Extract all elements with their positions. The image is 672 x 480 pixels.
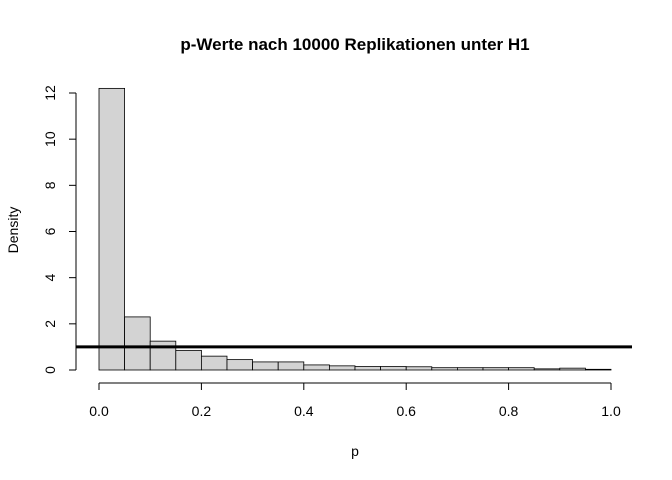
histogram-bar [585,368,612,371]
x-tick-label: 0.8 [499,403,519,419]
y-tick-label: 0 [42,366,58,374]
y-axis: 0 2 4 6 8 10 12 [42,85,77,374]
histogram-bar [124,316,151,371]
chart-title: p-Werte nach 10000 Replikationen unter H… [180,35,529,54]
x-tick-label: 0.2 [192,403,212,419]
histogram-bar [380,366,407,371]
histogram-bar [277,361,305,371]
histogram-bar [405,366,433,371]
x-tick-label: 0.6 [396,403,416,419]
histogram-bar [482,367,510,371]
histogram-bar [533,368,561,371]
y-tick-label: 12 [42,85,58,101]
y-axis-label: Density [5,207,21,254]
histogram-bar [303,364,330,371]
histogram-bar [508,367,535,371]
histogram-bar [200,355,228,371]
histogram-bar [226,359,254,371]
histogram-bar [252,361,279,371]
histogram-bar [175,349,202,371]
bars-group [98,87,612,371]
histogram-bar [559,367,586,371]
histogram-bar [354,366,382,371]
y-tick-label: 8 [42,181,58,189]
x-tick-label: 0.4 [294,403,314,419]
y-tick-label: 10 [42,131,58,147]
histogram-bar [328,365,356,371]
x-axis: 0.0 0.2 0.4 0.6 0.8 1.0 [89,382,621,419]
y-tick-label: 2 [42,320,58,328]
x-tick-label: 0.0 [89,403,109,419]
y-tick-label: 6 [42,227,58,235]
histogram-bar [431,367,458,371]
histogram-bar [456,367,484,371]
x-tick-label: 1.0 [601,403,621,419]
x-axis-label: p [351,443,359,459]
histogram-bar [98,87,126,371]
y-tick-label: 4 [42,274,58,282]
